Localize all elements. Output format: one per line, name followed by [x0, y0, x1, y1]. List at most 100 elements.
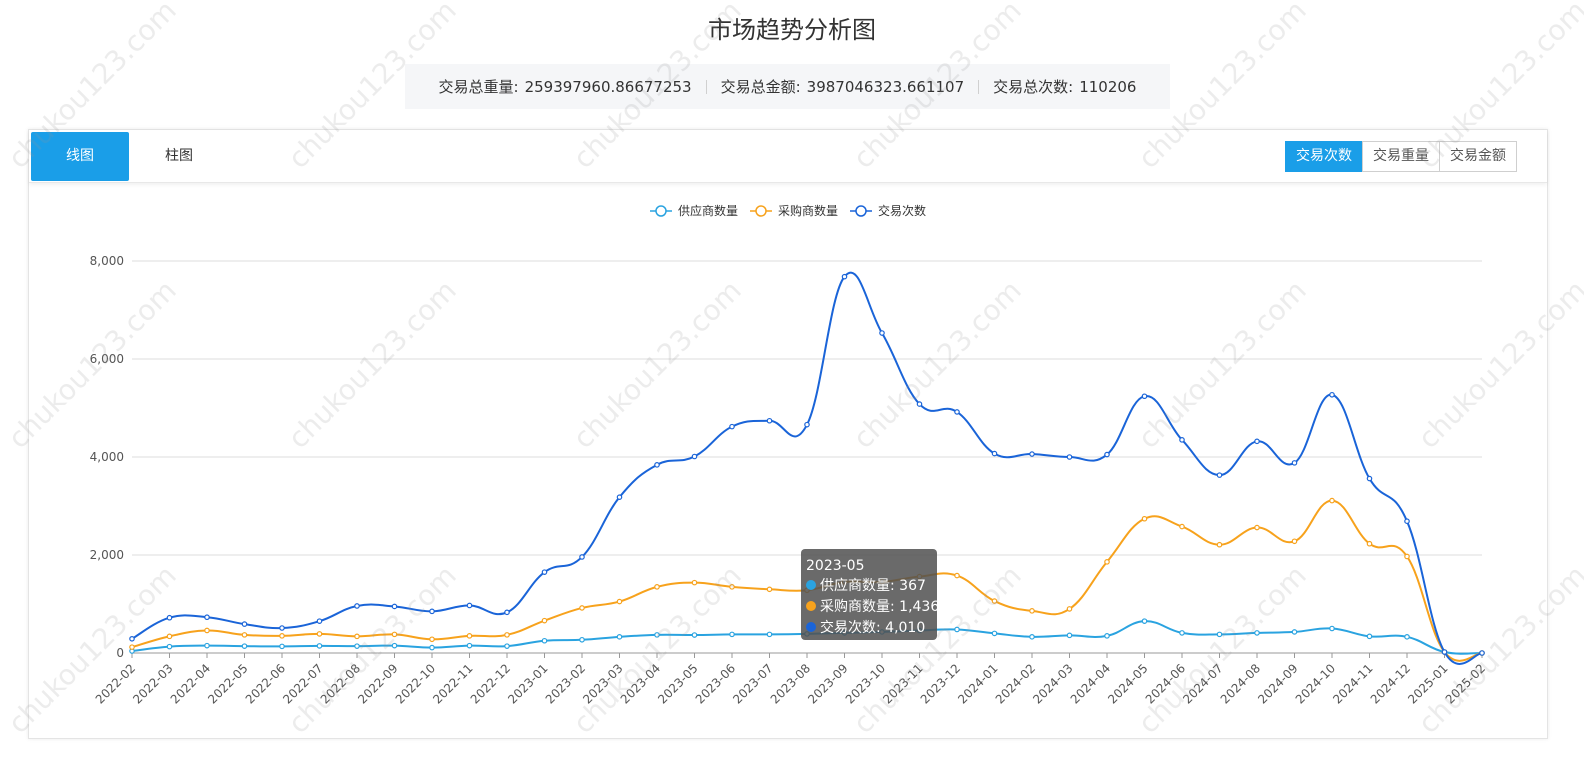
data-point: [766, 631, 773, 638]
data-point: [1291, 629, 1298, 635]
x-tick-label: 2023-04: [618, 661, 663, 706]
data-point: [541, 637, 548, 644]
x-tick-label: 2024-09: [1255, 661, 1300, 706]
x-tick-label: 2024-11: [1330, 661, 1375, 706]
summary-bar: 交易总重量: 259397960.86677253 交易总金额: 398704632…: [405, 64, 1170, 109]
data-point: [166, 614, 173, 621]
data-point: [729, 584, 735, 590]
tab-line-chart[interactable]: 线图: [31, 132, 129, 181]
data-point: [1329, 625, 1335, 632]
data-point: [1066, 454, 1073, 460]
data-point: [354, 633, 360, 640]
tooltip-dot: [806, 601, 816, 611]
x-tick-label: 2023-06: [693, 661, 738, 706]
series-line-3: [131, 271, 1483, 665]
x-tick-label: 2022-07: [280, 661, 325, 706]
x-tick-label: 2024-05: [1105, 661, 1150, 706]
data-point: [1479, 650, 1485, 656]
legend-marker: [755, 205, 767, 217]
metric-count-button[interactable]: 交易次数: [1285, 141, 1363, 172]
data-point: [1404, 634, 1410, 640]
data-point: [691, 632, 698, 638]
data-point: [954, 409, 960, 415]
data-point: [654, 632, 660, 638]
y-tick-label: 4,000: [90, 450, 124, 464]
legend: 供应商数量 采购商数量 交易次数: [650, 203, 926, 218]
data-point: [1366, 633, 1373, 640]
data-point: [1029, 451, 1035, 457]
data-point: [954, 626, 960, 633]
data-point: [129, 635, 135, 642]
x-tick-label: 2022-02: [93, 661, 138, 706]
tab-bar-chart[interactable]: 柱图: [165, 148, 193, 164]
data-point: [1179, 523, 1185, 530]
data-point: [429, 608, 435, 615]
data-point: [204, 627, 210, 634]
data-point: [1404, 518, 1410, 524]
total-weight: 交易总重量: 259397960.86677253: [425, 76, 706, 97]
data-point: [616, 598, 623, 605]
data-point: [1329, 497, 1335, 504]
data-point: [766, 417, 773, 424]
data-point: [1141, 393, 1148, 400]
x-tick-label: 2022-09: [355, 661, 400, 706]
data-point: [241, 643, 248, 649]
data-point: [279, 643, 285, 650]
x-tick-label: 2022-08: [318, 661, 363, 706]
panel-header: 线图 柱图 交易次数 交易重量 交易金额: [29, 130, 1547, 183]
data-point: [316, 643, 323, 649]
data-point: [1029, 634, 1035, 640]
data-point: [1104, 633, 1110, 639]
metric-weight-button[interactable]: 交易重量: [1362, 141, 1440, 172]
data-point: [466, 633, 473, 639]
data-point: [1029, 608, 1035, 614]
data-point: [1216, 472, 1223, 478]
data-point: [1254, 438, 1260, 445]
total-weight-value: 259397960.86677253: [524, 78, 692, 96]
data-point: [241, 621, 248, 627]
data-point: [804, 421, 810, 428]
tooltip: 2023-05 供应商数量: 367 采购商数量: 1,436 交易次数: 4,010: [801, 549, 939, 640]
data-point: [766, 586, 773, 593]
data-point: [391, 603, 398, 610]
data-point: [129, 644, 135, 650]
total-amount-value: 3987046323.661107: [806, 78, 965, 96]
data-point: [466, 642, 473, 649]
data-point: [204, 642, 210, 649]
data-point: [391, 642, 398, 649]
data-point: [541, 569, 548, 575]
x-tick-label: 2024-10: [1293, 661, 1338, 706]
x-tick-label: 2022-03: [130, 661, 175, 706]
page-title: 市场趋势分析图: [708, 16, 876, 44]
data-point: [691, 453, 698, 460]
data-point: [316, 618, 323, 624]
x-tick-label: 2024-12: [1368, 661, 1413, 706]
tooltip-row: 供应商数量: 367: [820, 577, 926, 594]
data-point: [1141, 618, 1148, 624]
metric-amount-button[interactable]: 交易金额: [1439, 141, 1517, 172]
legend-marker: [855, 205, 867, 217]
data-point: [579, 636, 585, 643]
tooltip-row: 交易次数: 4,010: [820, 619, 925, 636]
x-tick-label: 2024-06: [1143, 661, 1188, 706]
data-point: [429, 636, 435, 643]
x-tick-label: 2023-02: [543, 661, 588, 706]
total-weight-label: 交易总重量:: [438, 78, 519, 96]
x-tick-label: 2023-03: [580, 661, 625, 706]
data-point: [579, 554, 585, 560]
data-point: [391, 631, 398, 638]
data-point: [1066, 632, 1073, 639]
total-count-label: 交易总次数:: [993, 78, 1074, 96]
x-tick-label: 2024-03: [1030, 661, 1075, 706]
x-tick-label: 2024-01: [955, 661, 1000, 706]
x-tick-label: 2025-01: [1405, 661, 1450, 706]
data-point: [841, 273, 848, 280]
data-point: [466, 602, 473, 609]
x-tick-label: 2023-10: [843, 661, 888, 706]
tooltip-title: 2023-05: [806, 558, 865, 574]
data-point: [579, 605, 585, 611]
y-tick-label: 0: [116, 646, 124, 660]
x-tick-label: 2022-10: [393, 661, 438, 706]
data-point: [879, 330, 885, 336]
